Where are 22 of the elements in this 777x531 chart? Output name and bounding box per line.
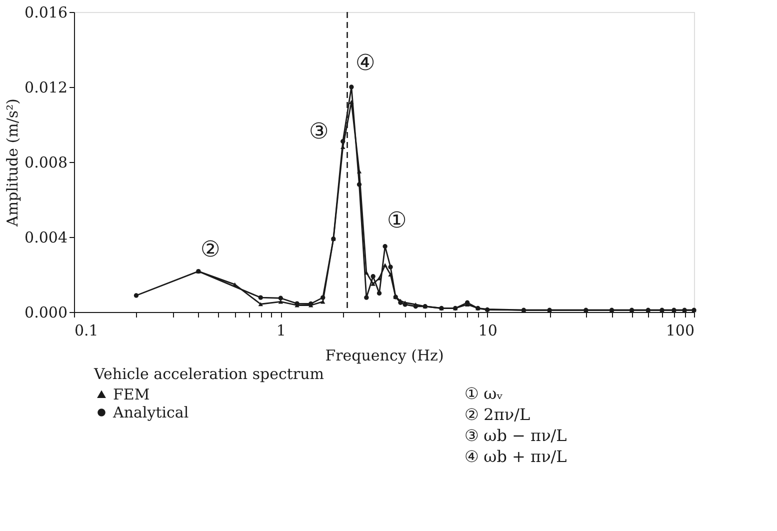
text: ① ωᵥ (464, 384, 503, 403)
annotation: ③ (308, 119, 329, 144)
x-tick-label: 0.1 (74, 322, 98, 340)
y-tick-label: 0.004 (24, 228, 68, 246)
legend-label: FEM (113, 386, 150, 404)
y-tick-label: 0.012 (24, 78, 68, 96)
text: ④ ωb + πν/L (464, 447, 568, 466)
x-tick-label: 100 (666, 322, 694, 340)
legend-title: Vehicle acceleration spectrum (93, 365, 324, 383)
annotation: ④ (355, 51, 376, 76)
x-tick-label: 10 (478, 322, 498, 340)
y-tick-label: 0.008 (24, 154, 68, 172)
y-tick-label: 0.016 (24, 4, 68, 22)
x-tick-label: 1 (276, 322, 286, 340)
text: ③ ωb − πν/L (464, 426, 568, 445)
annotation: ② (200, 237, 220, 262)
text: ② 2πν/L (464, 405, 530, 424)
y-tick-label: 0.000 (24, 304, 68, 322)
annotation: ① (387, 208, 408, 234)
x-axis-title: Frequency (Hz) (325, 346, 444, 364)
legend-label: Analytical (112, 404, 189, 422)
y-axis-title: Amplitude (m/s²) (4, 98, 22, 228)
